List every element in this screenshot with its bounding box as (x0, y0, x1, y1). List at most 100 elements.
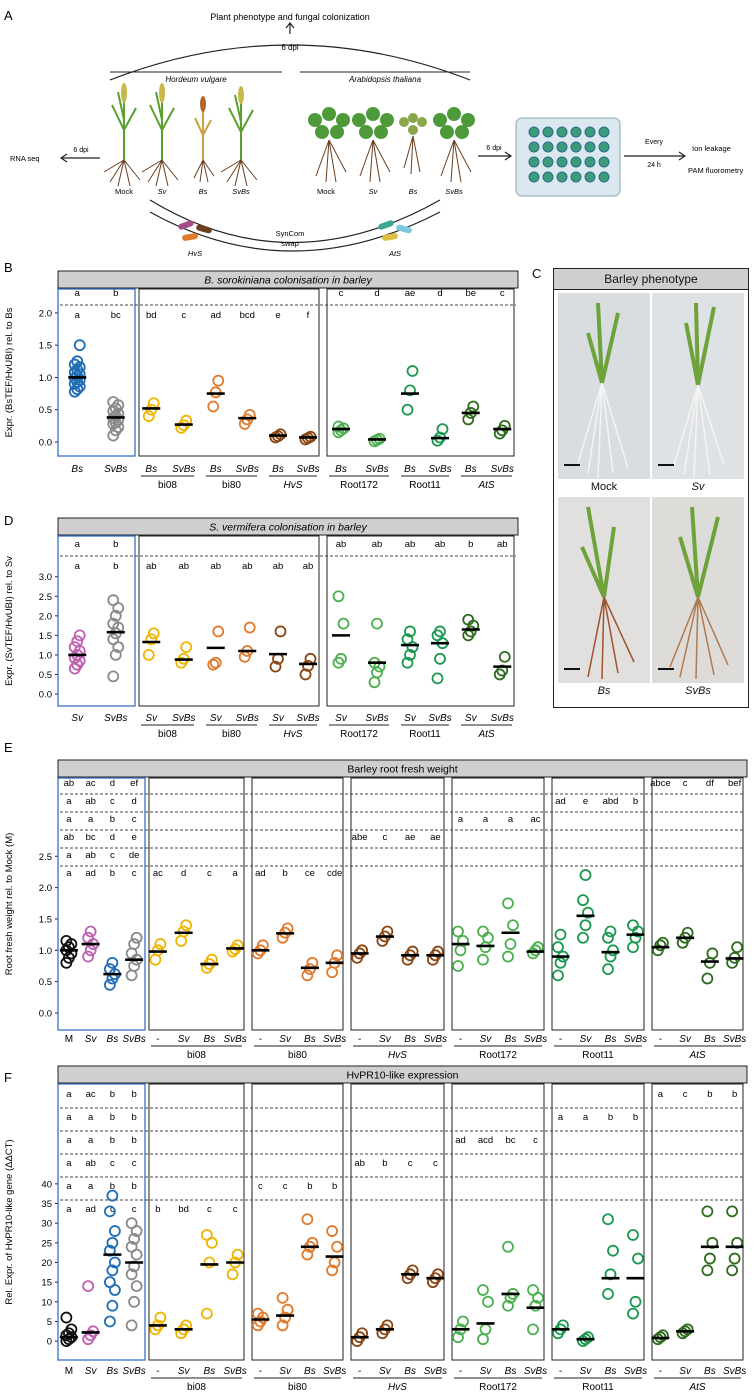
y-tick-label: 2.0 (39, 611, 52, 622)
significance-letter: c (683, 1089, 688, 1100)
data-point (103, 1205, 116, 1218)
data-point (452, 1331, 464, 1344)
category-label: SvBs (323, 1034, 346, 1045)
significance-letter: b (307, 1181, 312, 1192)
data-point (701, 1205, 714, 1218)
significance-letter: d (181, 868, 186, 879)
group-hvs-label: HvS (284, 729, 303, 740)
category-label: SvBs (365, 464, 388, 475)
data-point (627, 1229, 639, 1241)
data-point (180, 641, 193, 653)
data-point (457, 1315, 469, 1328)
group-bi80-label: bi80 (288, 1382, 307, 1393)
data-point (579, 869, 592, 881)
barley-plant-svbs (220, 86, 258, 187)
category-label: Sv (580, 1034, 593, 1045)
data-point (404, 384, 416, 397)
significance-letter: df (706, 778, 714, 789)
data-point (337, 617, 350, 630)
panel-d-y-label: Expr. (SvTEF/HvUBI) rel. to Sv (4, 556, 15, 686)
arabidopsis-species-label: Arabidopsis thaliana (348, 75, 422, 84)
every-24h-label: 24 h (647, 162, 661, 169)
significance-letter: a (88, 814, 94, 825)
photo-label-sv: Sv (691, 481, 705, 493)
y-tick-label: 2.0 (39, 883, 52, 894)
significance-letter: a (658, 1089, 664, 1100)
significance-letter: ae (405, 288, 416, 299)
category-label: SvBs (223, 1034, 246, 1045)
category-label: SvBs (104, 464, 127, 475)
significance-letter: bcd (240, 310, 255, 321)
group-frame (651, 777, 744, 1031)
significance-letter: ac (86, 778, 96, 789)
data-point (147, 627, 160, 640)
photo-label-bs: Bs (597, 685, 611, 697)
significance-letter: b (110, 1135, 115, 1146)
significance-letter: ce (305, 868, 315, 879)
data-point (107, 617, 120, 630)
data-point (301, 1248, 314, 1261)
data-point (279, 1311, 292, 1324)
significance-letter: c (110, 850, 115, 861)
significance-letter: c (110, 1158, 115, 1169)
significance-letter: ab (85, 796, 96, 807)
ats-label: AtS (388, 249, 401, 258)
significance-letter: bc (111, 310, 121, 321)
category-label: Bs (404, 464, 416, 475)
significance-letter: abce (650, 778, 671, 789)
data-point (109, 649, 122, 661)
data-point (498, 650, 511, 663)
data-point (701, 1264, 714, 1277)
up-arrow-head-icon (285, 22, 295, 29)
right-arrow-2-head-icon (678, 151, 687, 161)
data-point (401, 656, 414, 669)
significance-letter: ab (85, 1158, 96, 1169)
data-point (125, 969, 138, 982)
significance-letter: ab (336, 539, 347, 550)
significance-letter: ad (210, 310, 221, 321)
data-point (726, 1264, 739, 1277)
significance-letter: bd (178, 1204, 189, 1215)
panel-b-title-bar (57, 270, 519, 289)
significance-letter: ad (85, 868, 96, 879)
data-point (703, 1252, 716, 1265)
significance-letter: c (683, 778, 688, 789)
y-tick-label: 2.5 (39, 592, 52, 603)
significance-letter: d (110, 778, 115, 789)
well-plate-illustration (515, 117, 621, 197)
category-label: Bs (210, 464, 222, 475)
data-point (582, 906, 594, 919)
chart-panel-d: D S. vermifera colonisation in barley 0.0 0… (4, 513, 519, 740)
data-point (332, 590, 345, 603)
arabidopsis-label-mock: Mock (317, 187, 335, 196)
significance-letter: a (66, 796, 72, 807)
category-label: - (259, 1366, 262, 1377)
data-point (84, 944, 97, 957)
data-point (504, 938, 517, 950)
data-point (627, 919, 639, 932)
data-point (434, 625, 446, 638)
arabidopsis-label-svbs: SvBs (445, 187, 463, 196)
y-tick-label: 1.0 (39, 373, 52, 384)
data-point (200, 1307, 213, 1320)
significance-letter: c (110, 796, 115, 807)
panel-f-letter: F (4, 1070, 12, 1085)
data-point (602, 963, 614, 976)
category-label: SvBs (172, 464, 195, 475)
data-point (627, 941, 639, 954)
significance-letter: c (383, 832, 388, 843)
group-root11-label: Root11 (582, 1050, 614, 1061)
data-point (180, 919, 193, 932)
group-hvs-label: HvS (388, 1050, 407, 1061)
photo-label-svbs: SvBs (685, 685, 711, 697)
arabidopsis-label-bs: Bs (409, 187, 418, 196)
category-label: Sv (272, 713, 285, 724)
data-point (607, 1244, 619, 1257)
category-label: Sv (679, 1366, 692, 1377)
significance-letter: b (332, 1181, 337, 1192)
category-label: Sv (145, 713, 158, 724)
y-tick-label: 1.0 (39, 946, 52, 957)
y-tick-label: 15 (41, 1278, 52, 1289)
significance-letter: b (113, 539, 118, 550)
data-point (128, 960, 141, 972)
